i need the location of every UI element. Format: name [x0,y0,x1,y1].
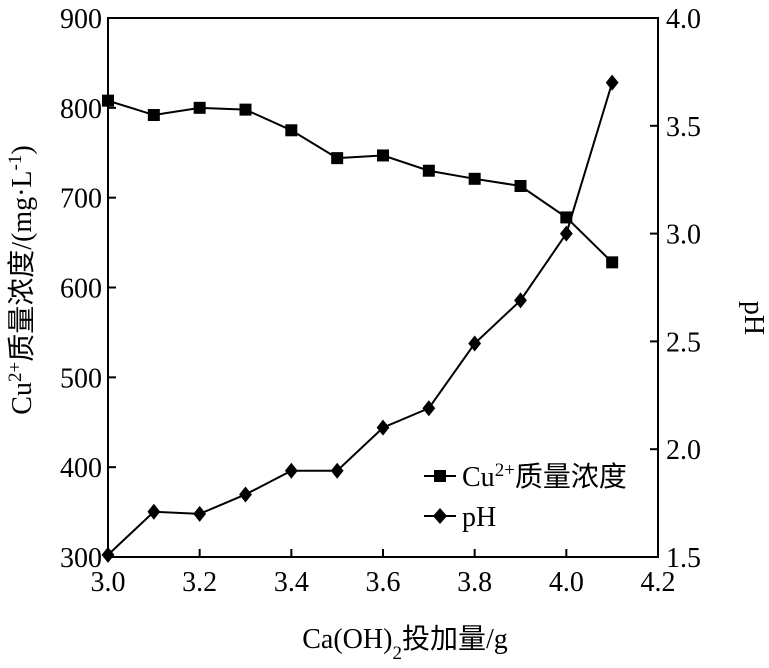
legend-label-ph: pH [462,502,496,533]
y2-tick-label-3: 3.0 [666,220,701,251]
legend-label-cu: Cu2+质量浓度 [462,460,627,494]
x-tick-label-4: 3.8 [457,567,492,598]
series-ph-point-4 [284,462,298,479]
series-ph-point-6 [376,419,390,436]
series-ph-point-3 [239,486,252,503]
y-tick-label-6: 900 [60,4,102,35]
x-axis-label: Ca(OH)2投加量/g [302,623,507,664]
series-cu-point-6 [377,149,389,162]
series-ph-point-1 [147,503,161,520]
series-cu-point-7 [422,164,435,177]
y2-tick-label-2: 2.5 [666,327,701,358]
x-tick-label-6: 4.2 [641,567,676,598]
y-tick-label-3: 600 [60,274,102,305]
x-tick-label-3: 3.6 [366,567,401,598]
legend: Cu2+质量浓度 pH [424,460,627,533]
series-ph-point-11 [605,74,619,91]
y-axis-label-left: Cu2+质量浓度/(mg·L-1) [5,145,39,414]
series-cu-point-9 [514,179,527,192]
x-tick-label-0: 3.0 [91,567,126,598]
legend-marker-cu [434,470,446,482]
series-cu-line [107,99,613,264]
series-ph-point-7 [422,400,436,417]
y-axis-label-right: pH [738,301,769,335]
series-ph-point-5 [330,462,344,479]
y-tick-label-2: 500 [60,363,102,394]
series-cu-point-8 [468,172,481,185]
series-cu-point-5 [331,152,344,165]
y2-tick-label-0: 1.5 [666,543,701,574]
series-ph-point-2 [193,505,207,522]
series-ph-line [107,82,614,556]
ticks: 3.0 3.2 3.4 3.6 3.8 4.0 4.2 300 400 500 600 700 800 9… [60,4,701,598]
series-cu-point-1 [147,109,160,122]
y-tick-label-4: 700 [60,184,102,215]
y2-tick-label-4: 3.5 [666,112,701,143]
series-cu-point-11 [606,256,619,269]
legend-marker-ph [433,508,447,524]
y-tick-label-0: 300 [60,543,102,574]
series-cu-point-0 [102,94,114,107]
series-cu-point-2 [193,101,206,114]
y-tick-label-1: 400 [60,453,102,484]
x-tick-label-1: 3.2 [182,567,217,598]
x-tick-label-5: 4.0 [549,567,584,598]
series [101,74,619,563]
series-ph-point-10 [559,225,573,242]
y2-tick-label-5: 4.0 [666,4,701,35]
y2-tick-label-1: 2.0 [666,435,701,466]
series-cu-point-3 [239,103,252,116]
series-ph-point-0 [101,546,115,563]
series-ph-point-9 [514,292,527,309]
series-ph-point-8 [468,335,482,352]
series-cu-point-4 [285,124,298,137]
y-tick-label-5: 800 [60,94,102,125]
x-tick-label-2: 3.4 [274,567,309,598]
